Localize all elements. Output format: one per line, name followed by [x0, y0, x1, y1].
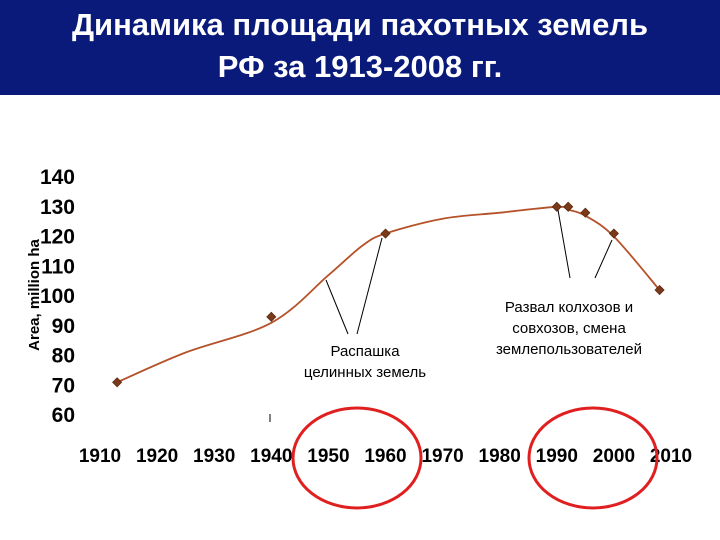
pointer-line — [594, 239, 613, 279]
pointer-line — [325, 279, 349, 335]
data-point-marker — [380, 228, 391, 239]
y-tick-label: 130 — [40, 196, 75, 219]
slide-title: Динамика площади пахотных земель РФ за 1… — [0, 4, 720, 88]
x-tick-label: 1990 — [536, 446, 578, 467]
svg-text:землепользователей: землепользователей — [496, 341, 642, 358]
y-tick-label: 60 — [52, 404, 75, 427]
data-point-marker — [654, 284, 665, 296]
svg-text:Распашка: Распашка — [330, 343, 400, 360]
x-tick-label: 2010 — [650, 446, 692, 467]
x-tick-label: 1940 — [250, 446, 292, 467]
x-tick-label: 2000 — [593, 446, 635, 467]
annotation-collapse: Развал колхозов и совхозов, смена землеп… — [496, 209, 642, 358]
svg-text:Развал колхозов и: Развал колхозов и — [505, 299, 633, 316]
title-bar — [0, 0, 720, 95]
y-tick-label: 120 — [40, 226, 75, 249]
x-tick-label: 1910 — [79, 446, 121, 467]
x-tick-label: 1920 — [136, 446, 178, 467]
x-axis-ticks: 1910 1920 1930 1940 1950 1960 1970 1980 1990 2000… — [79, 446, 692, 467]
annotation-line: Развал колхозов и — [505, 299, 633, 316]
x-tick-label: 1930 — [193, 446, 235, 467]
y-axis-ticks: 140 130 120 110 100 90 80 70 60 — [40, 166, 75, 427]
x-tick-label: 1980 — [479, 446, 521, 467]
data-markers — [112, 201, 665, 388]
title-line-1: Динамика площади пахотных земель — [71, 7, 649, 42]
data-point-marker — [112, 377, 123, 388]
y-tick-label: 100 — [40, 285, 75, 308]
x-tick-label: 1960 — [364, 446, 406, 467]
y-tick-label: 80 — [52, 345, 75, 368]
pointer-line — [557, 209, 571, 279]
y-tick-label: 90 — [52, 315, 75, 338]
x-tick-label: 1950 — [307, 446, 349, 467]
data-point-marker — [551, 201, 562, 212]
data-point-marker — [563, 201, 574, 212]
annotation-line: совхозов, смена — [512, 320, 626, 337]
annotation-line: Распашка — [330, 343, 400, 360]
y-tick-label: 70 — [52, 374, 75, 397]
data-point-marker — [266, 311, 277, 322]
y-tick-label: 140 — [40, 166, 75, 189]
data-point-marker — [608, 228, 619, 239]
highlight-ellipse-1990s — [527, 406, 659, 510]
annotation-line: землепользователей — [496, 341, 642, 358]
y-axis-label: Area, million ha — [26, 238, 43, 350]
data-point-marker — [580, 207, 591, 218]
annotation-line: целинных земель — [304, 364, 426, 381]
highlight-ellipse-1950s — [291, 406, 423, 510]
pointer-line — [356, 237, 383, 335]
title-line-2: РФ за 1913-2008 гг. — [217, 49, 503, 84]
annotation-virgin-lands: Распашка целинных земель — [304, 237, 426, 381]
svg-text:целинных земель: целинных земель — [304, 364, 426, 381]
x-tick-label: 1970 — [421, 446, 463, 467]
y-tick-label: 110 — [41, 255, 75, 278]
svg-text:совхозов, смена: совхозов, смена — [512, 320, 626, 337]
